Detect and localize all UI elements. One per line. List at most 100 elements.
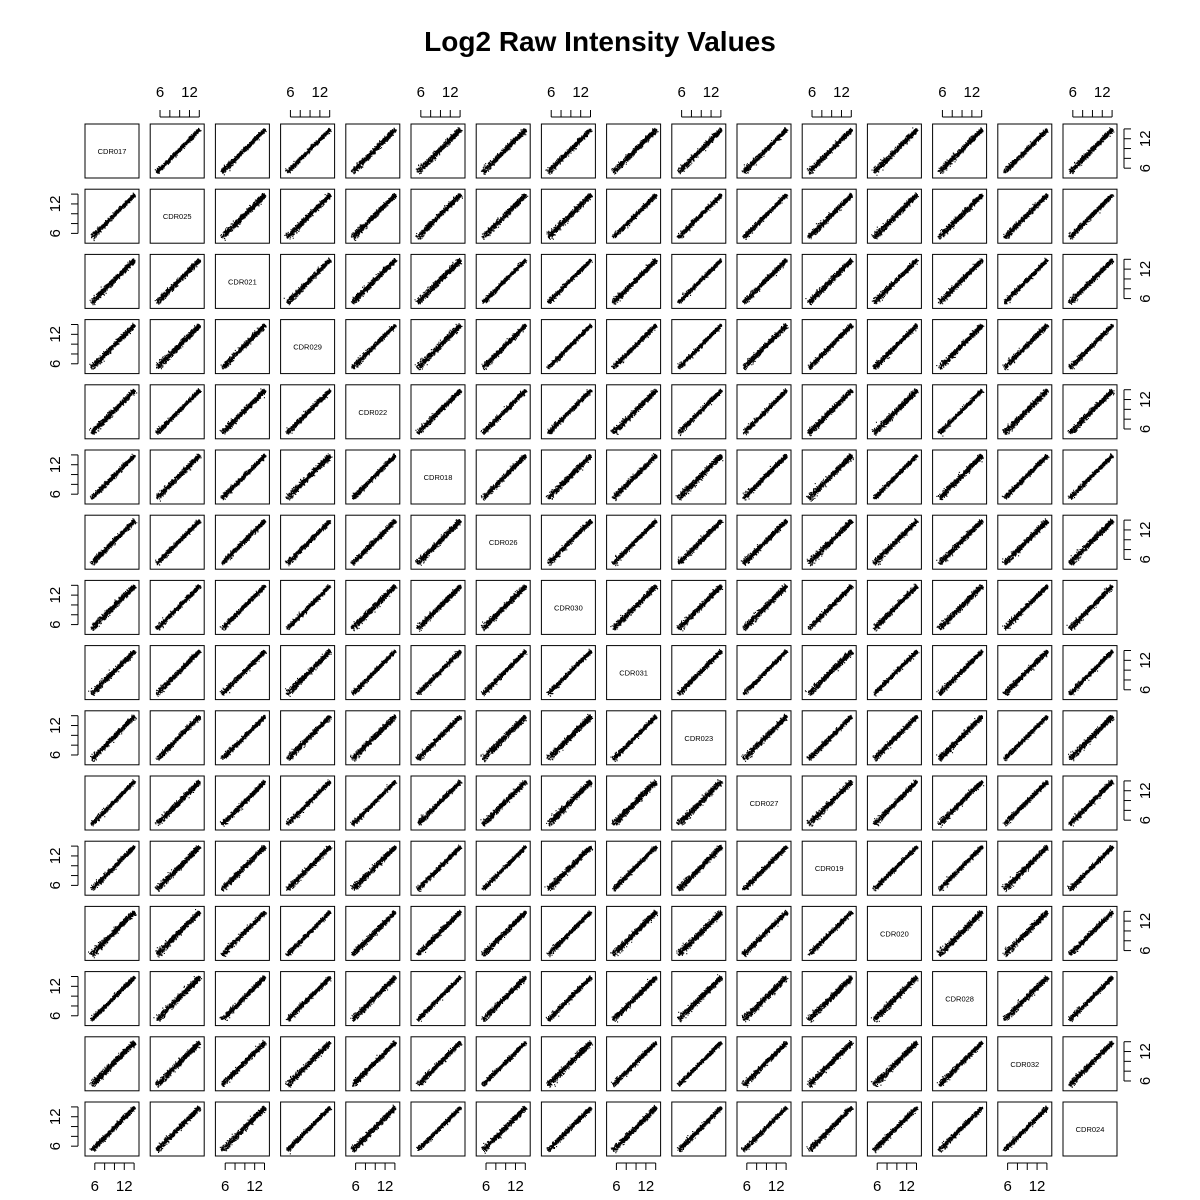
tick-label: 12 [47,196,64,213]
panel-CDR020-vs-CDR018 [410,905,466,961]
tick-label: 6 [1137,1077,1154,1085]
panel-CDR031-vs-CDR026 [475,645,531,701]
scatter-points [807,323,854,370]
scatter-points [870,1040,919,1087]
panel-CDR027-vs-CDR026 [475,775,531,831]
variable-label: CDR020 [880,929,909,938]
tick-label: 12 [116,1178,133,1195]
panel-CDR020-vs-CDR023 [671,905,727,961]
panel-CDR026-vs-CDR019 [801,514,857,570]
panel-CDR029-vs-CDR024 [1062,319,1118,375]
scatter-points [872,845,919,892]
scatter-points [153,975,203,1022]
panel-CDR018-vs-CDR026 [475,449,531,505]
left-axis-CDR024: 6 12 [47,1106,79,1150]
panel-CDR031-vs-CDR020 [866,645,922,701]
scatter-points [285,584,332,631]
scatter-points [677,323,723,370]
panel-CDR030-vs-CDR020 [866,579,922,635]
tick-label: 12 [1137,782,1154,799]
scatter-points [285,127,332,174]
scatter-points [155,715,202,761]
bottom-axis-CDR021: 6 12 [221,1162,265,1195]
panel-CDR022-vs-CDR019 [801,384,857,440]
scatter-points [1067,845,1115,892]
panel-CDR026-vs-CDR021 [214,514,270,570]
scatter-points [742,193,789,240]
scatter-points [154,779,201,826]
tick-label: 6 [47,360,64,368]
scatter-points [481,258,528,304]
tick-label: 6 [1137,946,1154,954]
panel-CDR030-vs-CDR030: CDR030 [540,579,596,635]
panel-CDR025-vs-CDR024 [1062,188,1118,244]
panel-CDR030-vs-CDR024 [1062,579,1118,635]
scatter-points [807,910,854,956]
scatter-points [416,975,463,1022]
scatter-points [155,323,201,370]
scatter-points [1002,975,1050,1021]
scatter-points [547,389,593,435]
panel-CDR028-vs-CDR019 [801,971,857,1027]
left-axis-CDR030: 6 12 [47,584,79,629]
panel-CDR029-vs-CDR027 [736,319,792,375]
tick-label: 12 [1137,522,1154,539]
panel-CDR026-vs-CDR029 [280,514,336,570]
panel-CDR031-vs-CDR028 [932,645,988,701]
panel-CDR031-vs-CDR025 [149,645,205,701]
scatter-points [611,518,658,567]
panel-CDR018-vs-CDR027 [736,449,792,505]
scatter-points [610,1041,658,1088]
tick-label: 6 [91,1178,99,1195]
panel-CDR020-vs-CDR021 [214,905,270,961]
scatter-points [936,1040,984,1087]
scatter-points [1001,454,1050,500]
panel-CDR028-vs-CDR022 [345,971,401,1027]
panel-frame [997,1036,1053,1092]
panel-CDR021-vs-CDR020 [866,253,922,309]
panel-CDR030-vs-CDR019 [801,579,857,635]
scatter-points [415,649,462,695]
panel-CDR024-vs-CDR024: CDR024 [1062,1101,1118,1157]
tick-label: 6 [351,1178,359,1195]
scatter-points [155,649,202,697]
scatter-points [90,584,137,631]
scatter-points [415,1040,463,1087]
scatter-points [220,193,267,241]
scatter-points [350,584,398,632]
panel-CDR030-vs-CDR026 [475,579,531,635]
panel-CDR027-vs-CDR023 [671,775,727,831]
scatter-points [221,519,267,566]
panel-CDR028-vs-CDR020 [866,971,922,1027]
scatter-points [546,648,593,697]
panel-CDR025-vs-CDR026 [475,188,531,244]
scatter-points [1003,715,1049,762]
tick-label: 6 [677,84,685,101]
panel-CDR018-vs-CDR019 [801,449,857,505]
panel-CDR023-vs-CDR021 [214,710,270,766]
scatter-points [806,975,853,1023]
tick-label: 12 [898,1178,915,1195]
scatter-points [871,258,919,305]
tick-label: 12 [507,1178,524,1195]
panel-CDR025-vs-CDR028 [932,188,988,244]
panel-CDR032-vs-CDR024 [1062,1036,1118,1092]
scatter-points [90,714,137,762]
scatter-points [414,323,463,371]
panel-CDR020-vs-CDR027 [736,905,792,961]
scatter-points [351,324,397,370]
scatter-points [546,779,593,827]
panel-CDR025-vs-CDR017 [84,188,140,244]
panel-CDR024-vs-CDR028 [932,1101,988,1157]
tick-label: 6 [47,490,64,498]
scatter-points [219,649,267,696]
scatter-points [285,976,332,1022]
panel-CDR018-vs-CDR028 [932,449,988,505]
panel-CDR029-vs-CDR026 [475,319,531,375]
scatter-points [546,193,593,240]
left-axis-CDR018: 6 12 [47,454,79,498]
panel-CDR018-vs-CDR025 [149,449,205,505]
panel-CDR022-vs-CDR032 [997,384,1053,440]
panel-frame [475,514,531,570]
panel-CDR027-vs-CDR017 [84,775,140,831]
